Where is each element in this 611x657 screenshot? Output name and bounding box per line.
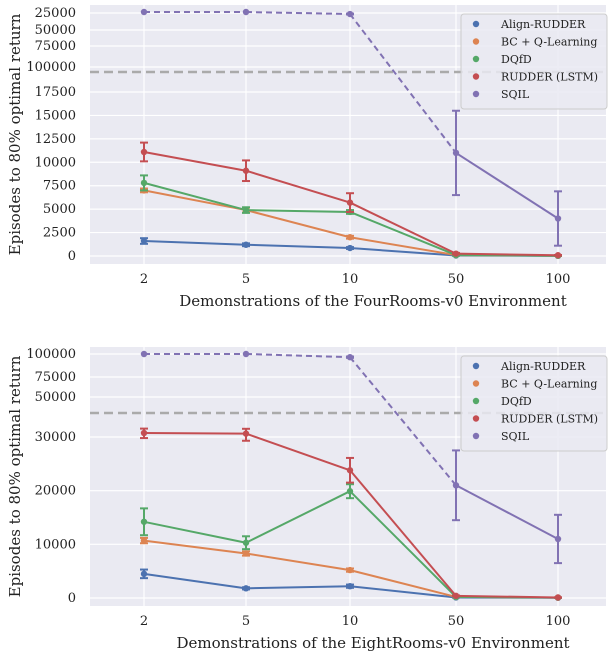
data-point xyxy=(453,250,459,256)
y-tick-label: 7500 xyxy=(43,179,76,194)
legend-label: Align-RUDDER xyxy=(500,360,586,373)
series-line-segment xyxy=(144,433,246,434)
data-point xyxy=(555,215,561,221)
legend-marker xyxy=(473,56,479,62)
y-tick-label: 15000 xyxy=(35,108,76,123)
legend-marker xyxy=(473,398,479,404)
x-axis-label: Demonstrations of the EightRooms-v0 Envi… xyxy=(176,634,569,652)
legend-label: BC + Q-Learning xyxy=(501,378,597,391)
y-tick-label: 0 xyxy=(68,591,76,606)
legend-marker xyxy=(473,380,479,386)
data-point xyxy=(243,585,249,591)
data-point xyxy=(347,567,353,573)
data-point xyxy=(243,351,249,357)
data-point xyxy=(141,519,147,525)
legend-marker xyxy=(473,415,479,421)
data-point xyxy=(347,11,353,17)
x-tick-label: 10 xyxy=(342,614,359,629)
data-point xyxy=(555,252,561,258)
y-tick-label: 100000 xyxy=(26,347,76,362)
data-point xyxy=(141,351,147,357)
legend-marker xyxy=(473,91,479,97)
y-tick-label: 5000 xyxy=(43,202,76,217)
legend-marker xyxy=(473,363,479,369)
x-tick-label: 5 xyxy=(242,614,250,629)
data-point xyxy=(347,245,353,251)
legend-marker xyxy=(473,21,479,27)
legend-label: DQfD xyxy=(501,53,532,66)
data-point xyxy=(243,540,249,546)
x-tick-label: 10 xyxy=(342,272,359,287)
legend: Align-RUDDER BC + Q-Learning DQfD RUDDER (L… xyxy=(461,356,607,451)
legend-label: BC + Q-Learning xyxy=(501,36,597,49)
x-tick-label: 5 xyxy=(242,272,250,287)
y-axis-label: Episodes to 80% optimal return xyxy=(6,355,24,597)
y-tick-label: 75000 xyxy=(35,370,76,385)
data-point xyxy=(243,168,249,174)
data-point xyxy=(243,550,249,556)
y-tick-label: 25000 xyxy=(35,6,76,21)
data-point xyxy=(347,583,353,589)
legend-label: RUDDER (LSTM) xyxy=(501,71,598,84)
data-point xyxy=(347,467,353,473)
data-point xyxy=(141,537,147,543)
y-tick-label: 50000 xyxy=(35,23,76,38)
data-point xyxy=(243,242,249,248)
legend-label: RUDDER (LSTM) xyxy=(501,413,598,426)
legend-marker xyxy=(473,73,479,79)
x-tick-label: 50 xyxy=(448,272,465,287)
data-point xyxy=(141,149,147,155)
y-tick-label: 50000 xyxy=(35,390,76,405)
legend: Align-RUDDER BC + Q-Learning DQfD RUDDER (L… xyxy=(461,14,607,109)
y-tick-label: 100000 xyxy=(26,60,76,75)
data-point xyxy=(243,430,249,436)
y-tick-label: 20000 xyxy=(35,484,76,499)
legend-label: SQIL xyxy=(501,430,530,443)
data-point xyxy=(453,482,459,488)
data-point xyxy=(141,180,147,186)
y-tick-label: 12500 xyxy=(35,132,76,147)
legend-label: Align-RUDDER xyxy=(500,18,586,31)
data-point xyxy=(347,199,353,205)
y-tick-label: 75000 xyxy=(35,39,76,54)
data-point xyxy=(141,238,147,244)
x-tick-label: 2 xyxy=(140,272,148,287)
y-tick-label: 10000 xyxy=(35,537,76,552)
y-tick-label: 2500 xyxy=(43,226,76,241)
data-point xyxy=(243,207,249,213)
y-axis-label: Episodes to 80% optimal return xyxy=(6,13,24,255)
legend-label: SQIL xyxy=(501,88,530,101)
data-point xyxy=(347,354,353,360)
legend-label: DQfD xyxy=(501,395,532,408)
data-point xyxy=(453,150,459,156)
data-point xyxy=(141,430,147,436)
y-tick-label: 10000 xyxy=(35,155,76,170)
data-point xyxy=(453,593,459,599)
data-point xyxy=(243,9,249,15)
y-tick-label: 30000 xyxy=(35,430,76,445)
y-tick-label: 0 xyxy=(68,249,76,264)
data-point xyxy=(347,488,353,494)
x-tick-label: 100 xyxy=(546,614,571,629)
legend-marker xyxy=(473,433,479,439)
x-axis-label: Demonstrations of the FourRooms-v0 Envir… xyxy=(179,292,566,310)
x-tick-label: 50 xyxy=(448,614,465,629)
data-point xyxy=(141,9,147,15)
data-point xyxy=(555,536,561,542)
x-tick-label: 2 xyxy=(140,614,148,629)
y-tick-label: 17500 xyxy=(35,85,76,100)
x-tick-label: 100 xyxy=(546,272,571,287)
data-point xyxy=(555,594,561,600)
legend-marker xyxy=(473,38,479,44)
data-point xyxy=(141,571,147,577)
chart-panel-2: 100000 75000 50000 0 10000 20000 30000 2 5 10 50 10… xyxy=(6,347,607,652)
data-point xyxy=(347,234,353,240)
